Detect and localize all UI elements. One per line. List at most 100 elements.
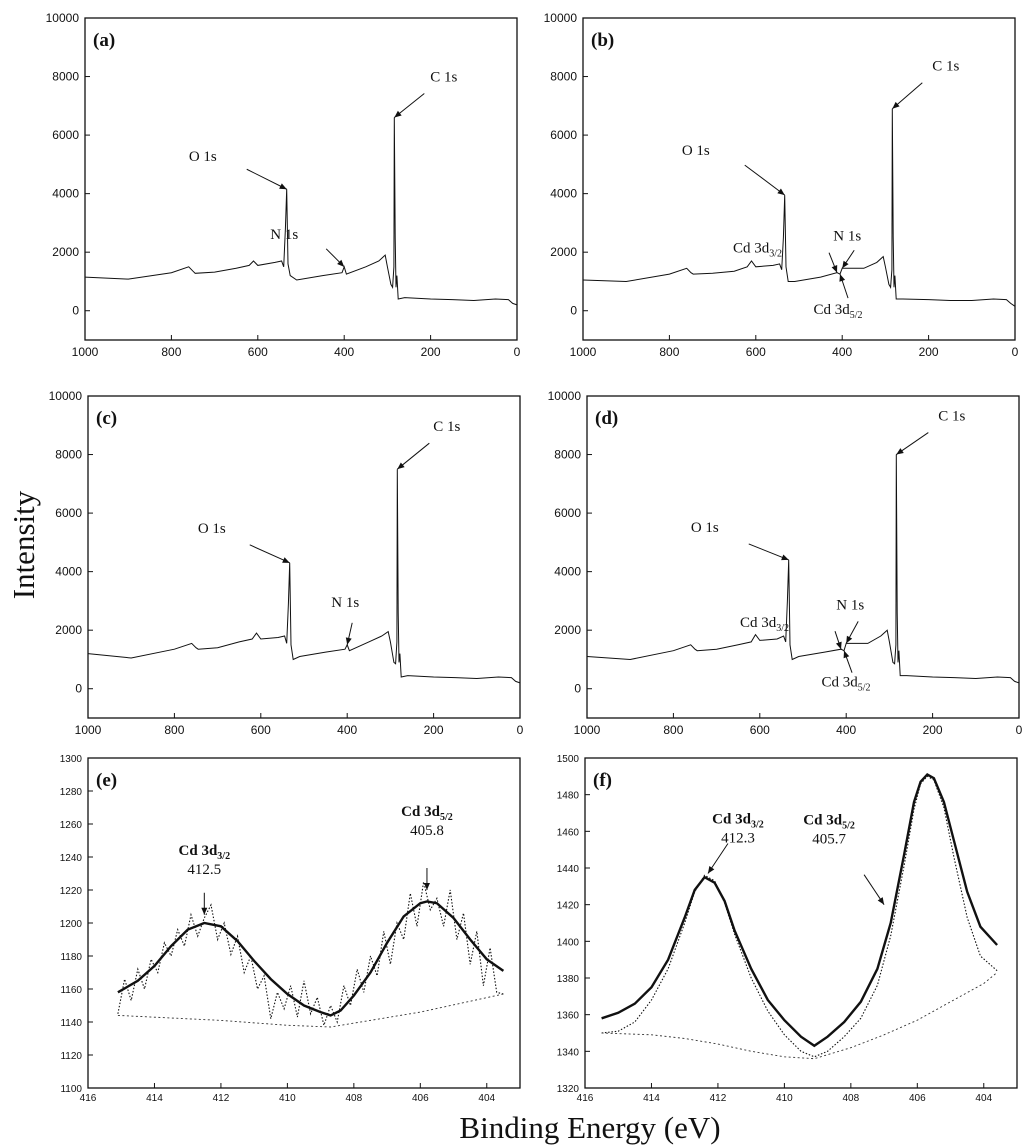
y-tick-label: 0 — [72, 304, 79, 318]
x-tick-label: 410 — [776, 1093, 793, 1104]
plot-frame — [584, 757, 1018, 1089]
series-survey-line — [586, 454, 1020, 684]
annotation-arrow — [748, 543, 789, 561]
peak-label-subscript: 5/2 — [850, 310, 863, 321]
panel-e: 416 414 412 410 408 406 404 1100 1120 1140 1160 118… — [60, 754, 521, 1104]
peak-label-text: Cd 3d — [740, 615, 777, 631]
y-tick-label: 6000 — [550, 128, 577, 142]
x-tick-label: 416 — [577, 1093, 594, 1104]
peak-label-text: Cd 3d — [179, 843, 218, 859]
x-tick-label: 1000 — [574, 723, 601, 737]
x-tick-label: 406 — [412, 1093, 429, 1104]
annotation-arrowhead — [839, 274, 846, 282]
x-tick-label: 406 — [909, 1093, 926, 1104]
y-tick-label: 1360 — [557, 1011, 580, 1022]
peak-label: C 1s — [932, 59, 959, 75]
y-tick-label: 0 — [570, 304, 577, 318]
series-fit-line — [601, 772, 998, 1048]
x-tick-label: 800 — [663, 723, 683, 737]
y-tick-label: 1160 — [60, 985, 82, 996]
series-fit-line — [117, 900, 505, 1017]
y-tick-label: 4000 — [55, 565, 82, 579]
annotation-arrow — [249, 544, 290, 564]
x-tick-label: 200 — [421, 345, 441, 359]
y-tick-label: 1440 — [557, 864, 580, 875]
peak-label-subscript: 3/2 — [217, 851, 230, 862]
annotation-arrowhead — [781, 554, 789, 561]
y-tick-label: 1240 — [60, 853, 83, 864]
series-survey-line — [84, 117, 518, 306]
series-baseline-line — [117, 993, 504, 1028]
peak-label-subscript: 3/2 — [776, 623, 789, 634]
panel-d: 1000 800 600 400 200 00200040006000800010000(… — [548, 389, 1023, 737]
peak-label-subscript: 5/2 — [440, 812, 453, 823]
y-tick-label: 2000 — [550, 245, 577, 259]
y-tick-label: 6000 — [52, 128, 79, 142]
panel-f: 416 414 412 410 408 406 404 1320 1340 1360 1380 140… — [557, 754, 1018, 1104]
x-tick-label: 0 — [1012, 345, 1019, 359]
peak-label-text: C 1s — [932, 59, 959, 75]
y-tick-label: 2000 — [52, 245, 79, 259]
peak-label: N 1s — [833, 228, 861, 244]
y-tick-label: 1340 — [557, 1047, 580, 1058]
annotation-arrowhead — [337, 259, 345, 267]
x-tick-label: 200 — [923, 723, 943, 737]
peak-label-subscript: 3/2 — [751, 820, 764, 831]
peak-label: Cd 3d5/2 — [401, 804, 453, 823]
peak-value: 405.7 — [812, 832, 846, 848]
peak-label-text: Cd 3d — [814, 302, 851, 318]
peak-label: O 1s — [189, 149, 217, 165]
peak-label: O 1s — [682, 143, 710, 159]
annotation-arrowhead — [397, 462, 405, 470]
panel-c: 1000 800 600 400 200 00200040006000800010000(… — [49, 389, 524, 737]
y-tick-label: 1260 — [60, 820, 83, 831]
y-tick-label: 1420 — [557, 901, 580, 912]
peak-label-text: O 1s — [691, 520, 719, 536]
peak-label: O 1s — [691, 520, 719, 536]
annotation-arrowhead — [394, 110, 402, 118]
peak-label-subscript: 5/2 — [858, 683, 871, 694]
peak-label-text: C 1s — [433, 419, 460, 435]
x-tick-label: 0 — [1016, 723, 1023, 737]
panel-a: 1000 800 600 400 200 00200040006000800010000(… — [46, 11, 521, 359]
annotation-arrowhead — [777, 188, 785, 196]
panel-label: (a) — [93, 30, 115, 51]
peak-label: Cd 3d5/2 — [814, 302, 863, 321]
x-tick-label: 200 — [424, 723, 444, 737]
peak-label: Cd 3d3/2 — [712, 812, 764, 831]
annotation-arrowhead — [896, 448, 904, 455]
y-tick-label: 6000 — [55, 506, 82, 520]
series-survey-line — [87, 469, 521, 684]
peak-value: 412.5 — [187, 862, 221, 878]
y-tick-label: 1380 — [557, 974, 580, 985]
peak-label-text: C 1s — [430, 70, 457, 86]
annotation-arrowhead — [892, 101, 900, 109]
y-tick-label: 1300 — [60, 754, 83, 765]
x-tick-label: 0 — [514, 345, 521, 359]
annotation-arrow — [744, 164, 786, 196]
y-tick-label: 8000 — [550, 70, 577, 84]
peak-label: Cd 3d3/2 — [733, 241, 782, 260]
annotation-arrowhead — [831, 265, 838, 273]
y-tick-label: 0 — [574, 682, 581, 696]
annotation-arrowhead — [877, 897, 885, 905]
peak-label: N 1s — [836, 597, 864, 613]
peak-label-text: Cd 3d — [803, 813, 842, 829]
y-tick-label: 8000 — [554, 448, 581, 462]
y-tick-label: 6000 — [554, 506, 581, 520]
peak-label: Cd 3d5/2 — [822, 675, 871, 694]
annotation-arrowhead — [843, 650, 850, 659]
panel-label: (c) — [96, 408, 117, 429]
annotation-arrowhead — [345, 637, 352, 645]
y-tick-label: 8000 — [52, 70, 79, 84]
peak-label: N 1s — [270, 227, 298, 243]
x-tick-label: 800 — [161, 345, 181, 359]
peak-label-text: N 1s — [836, 597, 864, 613]
x-tick-label: 200 — [919, 345, 939, 359]
panel-label: (b) — [591, 30, 614, 51]
x-tick-label: 0 — [517, 723, 524, 737]
y-axis-title: Intensity — [6, 490, 41, 599]
y-tick-label: 4000 — [52, 187, 79, 201]
series-raw-line — [117, 881, 504, 1028]
x-axis-title: Binding Energy (eV) — [459, 1110, 720, 1145]
